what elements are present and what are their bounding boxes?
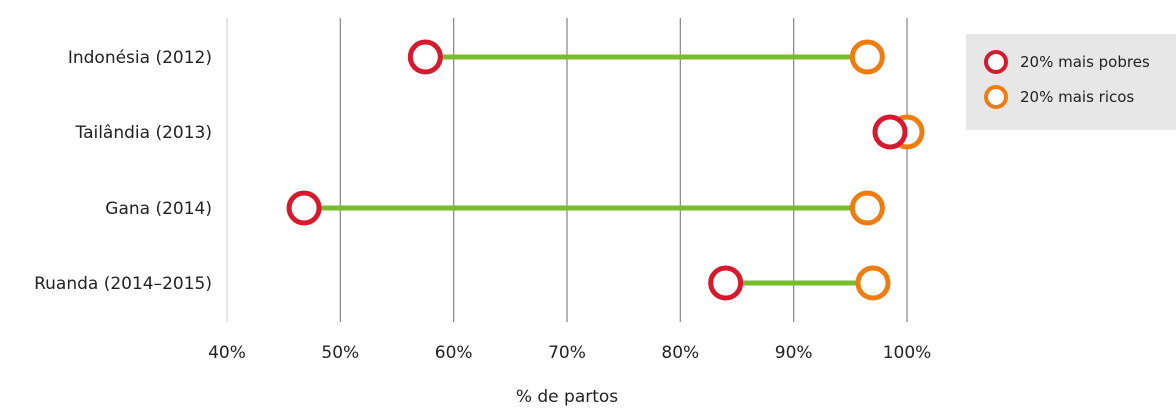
x-tick-label: 50% (321, 343, 359, 363)
category-label: Ruanda (2014–2015) (34, 274, 212, 294)
dot-richest (855, 265, 891, 301)
dot-poorest (407, 39, 443, 75)
legend-background (966, 34, 1176, 130)
x-axis-title: % de partos (516, 387, 618, 407)
x-tick-label: 90% (775, 343, 813, 363)
dot-richest (849, 190, 885, 226)
category-label: Tailândia (2013) (75, 123, 213, 143)
x-tick-label: 100% (883, 343, 932, 363)
legend-label-poorest: 20% mais pobres (1020, 53, 1150, 71)
legend-swatch-richest (984, 85, 1008, 109)
category-labels: Indonésia (2012) Tailândia (2013) Gana (20… (34, 48, 212, 294)
category-label: Gana (2014) (105, 199, 212, 219)
legend-label-richest: 20% mais ricos (1020, 88, 1134, 106)
x-tick-labels: 40% 50% 60% 70% 80% 90% 100% (208, 343, 931, 363)
dot-poorest (872, 114, 908, 150)
category-label: Indonésia (2012) (68, 48, 212, 68)
gridlines (226, 18, 908, 322)
dot-poorest (286, 190, 322, 226)
dot-richest (849, 39, 885, 75)
legend: 20% mais pobres 20% mais ricos (966, 34, 1176, 130)
x-tick-label: 60% (435, 343, 473, 363)
x-tick-label: 80% (661, 343, 699, 363)
dot-poorest (708, 265, 744, 301)
x-tick-label: 70% (548, 343, 586, 363)
x-tick-label: 40% (208, 343, 246, 363)
legend-swatch-poorest (984, 50, 1008, 74)
data-marks (286, 39, 925, 301)
